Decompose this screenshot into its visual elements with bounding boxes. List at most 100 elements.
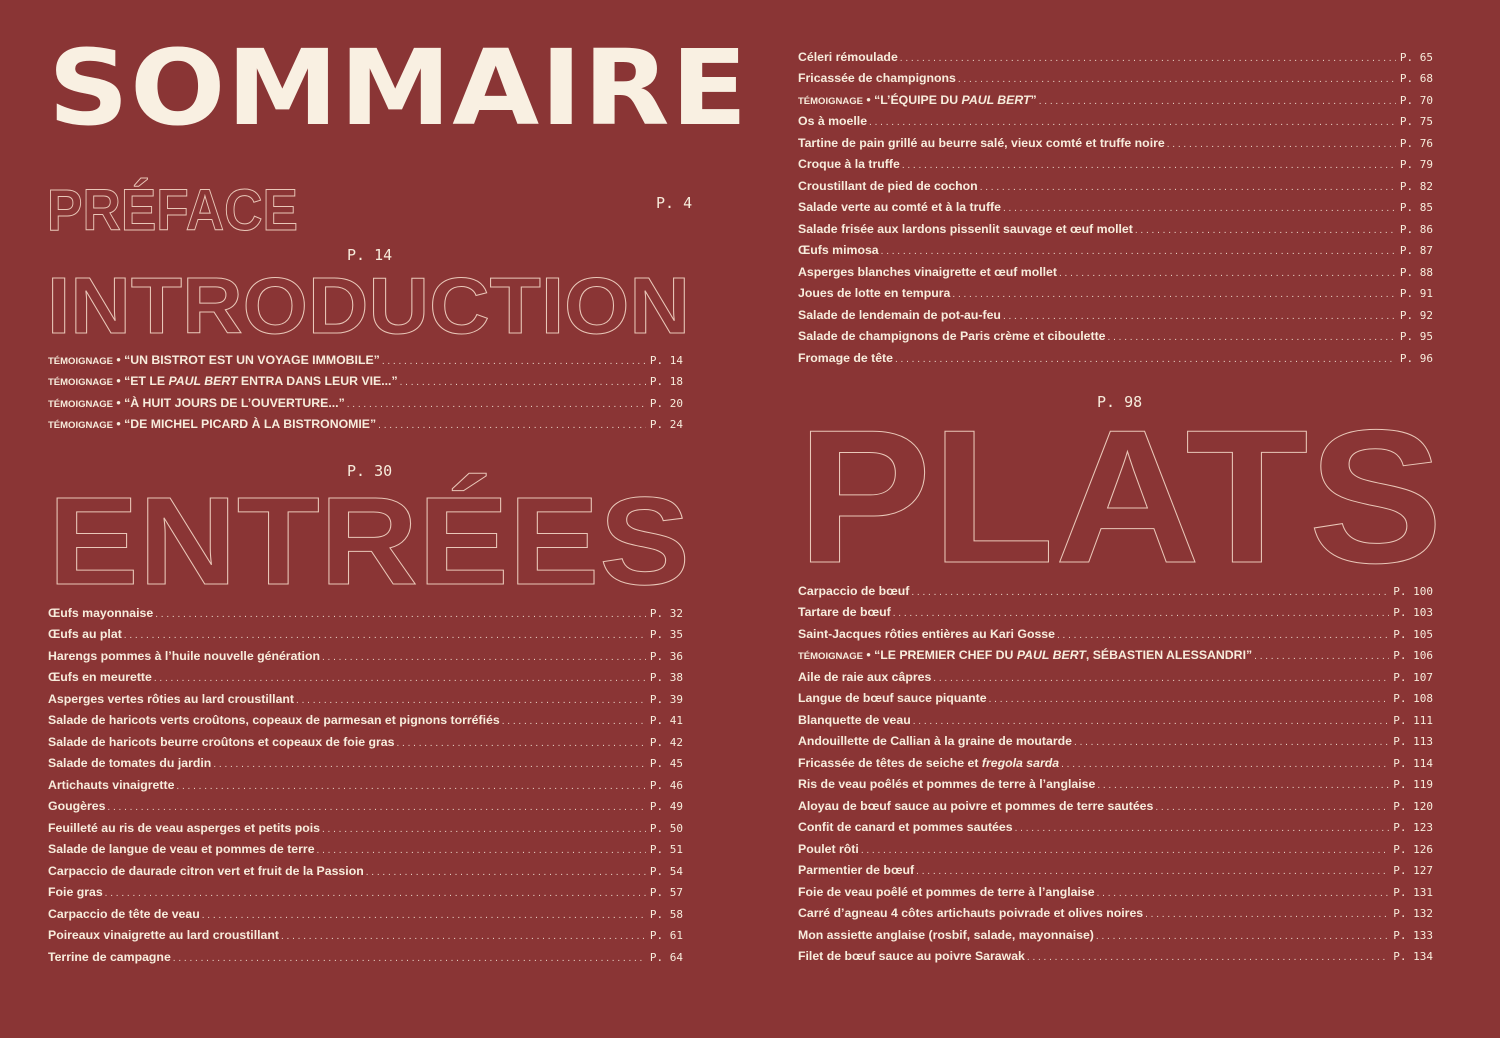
entry-label-text: Fricassée de têtes de seiche et bbox=[798, 755, 982, 770]
toc-entry[interactable]: Salade verte au comté et à la truffe P. 8… bbox=[798, 200, 1433, 221]
entry-page-number: P. 50 bbox=[649, 821, 683, 835]
dot-leader bbox=[378, 420, 646, 431]
dot-leader bbox=[1003, 311, 1396, 322]
toc-entry[interactable]: Terrine de campagne P. 64 bbox=[48, 950, 683, 971]
entry-label-text: Langue de bœuf sauce piquante bbox=[798, 691, 987, 706]
toc-entry[interactable]: Salade frisée aux lardons pissenlit sauv… bbox=[798, 222, 1433, 243]
toc-entry[interactable]: Feuilleté au ris de veau asperges et pet… bbox=[48, 821, 683, 842]
toc-entry[interactable]: Asperges vertes rôties au lard croustill… bbox=[48, 692, 683, 713]
toc-entry[interactable]: Os à moelle P. 75 bbox=[798, 114, 1433, 135]
entry-label-text: Poulet rôti bbox=[798, 841, 859, 856]
toc-entry[interactable]: Œufs au plat P. 35 bbox=[48, 627, 683, 648]
toc-entry[interactable]: Salade de champignons de Paris crème et … bbox=[798, 329, 1433, 350]
entry-label: Joues de lotte en tempura bbox=[798, 286, 950, 300]
toc-entry[interactable]: Blanquette de veau P. 111 bbox=[798, 713, 1433, 734]
toc-entry[interactable]: Andouillette de Callian à la graine de m… bbox=[798, 734, 1433, 755]
toc-entry[interactable]: Aile de raie aux câpres P. 107 bbox=[798, 670, 1433, 691]
toc-entry[interactable]: Œufs mimosa P. 87 bbox=[798, 243, 1433, 264]
toc-entry[interactable]: Poireaux vinaigrette au lard croustillan… bbox=[48, 928, 683, 949]
entry-label-text: Carpaccio de tête de veau bbox=[48, 906, 200, 921]
toc-entry[interactable]: Salade de lendemain de pot-au-feu P. 92 bbox=[798, 308, 1433, 329]
toc-entry[interactable]: TÉMOIGNAGE • “L’ÉQUIPE DU PAUL BERT” P. 7… bbox=[798, 93, 1433, 114]
toc-entry[interactable]: Croque à la truffe P. 79 bbox=[798, 157, 1433, 178]
toc-entry[interactable]: Poulet rôti P. 126 bbox=[798, 842, 1433, 863]
toc-entry[interactable]: Salade de haricots verts croûtons, copea… bbox=[48, 713, 683, 734]
toc-entry[interactable]: Salade de tomates du jardin P. 45 bbox=[48, 756, 683, 777]
bullet-separator: • bbox=[862, 92, 875, 107]
toc-entry[interactable]: Salade de langue de veau et pommes de te… bbox=[48, 842, 683, 863]
toc-entry[interactable]: Filet de bœuf sauce au poivre Sarawak P. … bbox=[798, 949, 1433, 970]
toc-entry[interactable]: Harengs pommes à l’huile nouvelle généra… bbox=[48, 649, 683, 670]
toc-entry[interactable]: Confit de canard et pommes sautées P. 123 bbox=[798, 820, 1433, 841]
toc-entry[interactable]: Œufs mayonnaise P. 32 bbox=[48, 606, 683, 627]
entry-label-text: Asperges vertes rôties au lard croustill… bbox=[48, 691, 295, 706]
dot-leader bbox=[1097, 780, 1389, 791]
toc-entry[interactable]: Aloyau de bœuf sauce au poivre et pommes… bbox=[798, 799, 1433, 820]
dot-leader bbox=[1003, 203, 1396, 214]
entry-label: Aile de raie aux câpres bbox=[798, 670, 931, 684]
toc-entry[interactable]: Carpaccio de bœuf P. 100 bbox=[798, 584, 1433, 605]
entry-page-number: P. 35 bbox=[649, 628, 683, 642]
entrees-list: Œufs mayonnaise P. 32 Œufs au plat P. 35 Har… bbox=[48, 606, 683, 971]
toc-entry[interactable]: TÉMOIGNAGE • “À HUIT JOURS DE L’OUVERTUR… bbox=[48, 396, 683, 417]
dot-leader bbox=[1254, 651, 1389, 662]
introduction-list: TÉMOIGNAGE • “UN BISTROT EST UN VOYAGE I… bbox=[48, 353, 683, 439]
toc-entry[interactable]: Langue de bœuf sauce piquante P. 108 bbox=[798, 691, 1433, 712]
toc-entry[interactable]: TÉMOIGNAGE • “LE PREMIER CHEF DU PAUL BE… bbox=[798, 648, 1433, 669]
entry-label: Foie gras bbox=[48, 885, 103, 899]
toc-entry[interactable]: Tartine de pain grillé au beurre salé, v… bbox=[798, 136, 1433, 157]
toc-entry[interactable]: Croustillant de pied de cochon P. 82 bbox=[798, 179, 1433, 200]
toc-entry[interactable]: Carpaccio de tête de veau P. 58 bbox=[48, 907, 683, 928]
entry-label-text: Salade de langue de veau et pommes de te… bbox=[48, 842, 315, 857]
entry-label-italic: PAUL BERT bbox=[1016, 648, 1086, 663]
entry-label: Confit de canard et pommes sautées bbox=[798, 820, 1013, 834]
toc-entry[interactable]: TÉMOIGNAGE • “UN BISTROT EST UN VOYAGE I… bbox=[48, 353, 683, 374]
toc-entry[interactable]: Œufs en meurette P. 38 bbox=[48, 670, 683, 691]
entry-page-number: P. 119 bbox=[1393, 778, 1433, 792]
toc-entry[interactable]: Fricassée de têtes de seiche et fregola … bbox=[798, 756, 1433, 777]
introduction-heading-text: INTRODUCTION bbox=[47, 261, 690, 350]
entry-label-text: Céleri rémoulade bbox=[798, 50, 898, 64]
entry-label: Salade de haricots beurre croûtons et co… bbox=[48, 735, 394, 749]
entrees-continued-list: Céleri rémoulade P. 65 Fricassée de champi… bbox=[798, 50, 1433, 372]
testimony-tag: TÉMOIGNAGE bbox=[48, 377, 113, 389]
toc-entry[interactable]: Fricassée de champignons P. 68 bbox=[798, 71, 1433, 92]
entry-label-text: Tartare de bœuf bbox=[798, 605, 891, 620]
toc-entry[interactable]: Joues de lotte en tempura P. 91 bbox=[798, 286, 1433, 307]
entry-page-number: P. 131 bbox=[1393, 885, 1433, 899]
preface-heading-text: PRÉFACE bbox=[47, 178, 298, 243]
toc-entry[interactable]: Foie de veau poêlé et pommes de terre à … bbox=[798, 885, 1433, 906]
toc-entry[interactable]: Tartare de bœuf P. 103 bbox=[798, 605, 1433, 626]
entry-page-number: P. 57 bbox=[649, 886, 683, 900]
dot-leader bbox=[213, 759, 646, 770]
toc-entry[interactable]: Asperges blanches vinaigrette et œuf mol… bbox=[798, 265, 1433, 286]
entry-label-text: Mon assiette anglaise (rosbif, salade, m… bbox=[798, 927, 1094, 942]
entry-label-text: Parmentier de bœuf bbox=[798, 863, 915, 878]
plats-heading-text: PLATS bbox=[797, 391, 1443, 603]
toc-entry[interactable]: Parmentier de bœuf P. 127 bbox=[798, 863, 1433, 884]
bullet-separator: • bbox=[112, 374, 125, 389]
entry-page-number: P. 39 bbox=[649, 692, 683, 706]
toc-entry[interactable]: Carré d’agneau 4 côtes artichauts poivra… bbox=[798, 906, 1433, 927]
entry-label-text: Œufs en meurette bbox=[48, 670, 152, 685]
toc-entry[interactable]: Céleri rémoulade P. 65 bbox=[798, 50, 1433, 71]
toc-entry[interactable]: TÉMOIGNAGE • “DE MICHEL PICARD À LA BIST… bbox=[48, 417, 683, 438]
toc-entry[interactable]: Saint-Jacques rôties entières au Kari Go… bbox=[798, 627, 1433, 648]
toc-entry[interactable]: Foie gras P. 57 bbox=[48, 885, 683, 906]
toc-entry[interactable]: TÉMOIGNAGE • “ET LE PAUL BERT ENTRA DANS… bbox=[48, 374, 683, 395]
dot-leader bbox=[1039, 96, 1396, 107]
toc-entry[interactable]: Gougères P. 49 bbox=[48, 799, 683, 820]
entry-label-text: Salade de champignons de Paris crème et … bbox=[798, 329, 1106, 344]
toc-entry[interactable]: Artichauts vinaigrette P. 46 bbox=[48, 778, 683, 799]
entry-page-number: P. 46 bbox=[649, 778, 683, 792]
toc-entry[interactable]: Fromage de tête P. 96 bbox=[798, 351, 1433, 372]
entry-label: Carpaccio de daurade citron vert et frui… bbox=[48, 864, 364, 878]
toc-entry[interactable]: Ris de veau poêlés et pommes de terre à … bbox=[798, 777, 1433, 798]
entry-page-number: P. 54 bbox=[649, 864, 683, 878]
toc-entry[interactable]: Carpaccio de daurade citron vert et frui… bbox=[48, 864, 683, 885]
entry-label: Mon assiette anglaise (rosbif, salade, m… bbox=[798, 928, 1094, 942]
toc-entry[interactable]: Salade de haricots beurre croûtons et co… bbox=[48, 735, 683, 756]
toc-entry[interactable]: Mon assiette anglaise (rosbif, salade, m… bbox=[798, 928, 1433, 949]
entry-page-number: P. 61 bbox=[649, 929, 683, 943]
entry-page-number: P. 103 bbox=[1393, 606, 1433, 620]
